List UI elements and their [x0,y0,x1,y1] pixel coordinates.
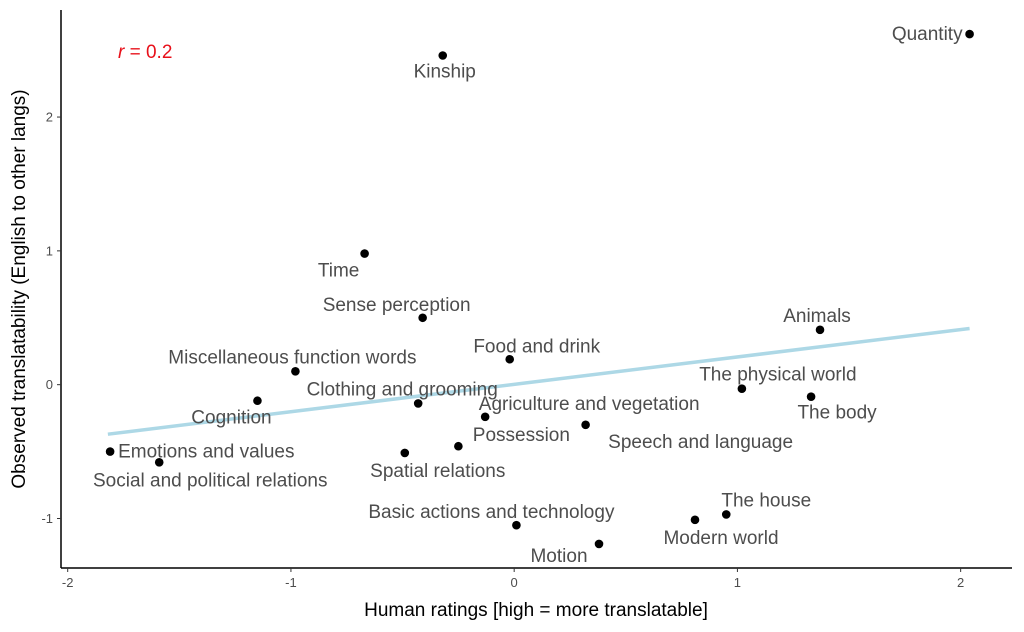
point-label: Food and drink [473,336,600,357]
point-label: Motion [530,546,587,567]
data-point [360,249,369,258]
data-point [512,520,521,530]
data-point [721,510,731,519]
point-label: Time [318,261,360,282]
y-tick-label: 1 [46,243,53,258]
data-point [806,392,816,402]
x-tick-label: 1 [734,575,741,590]
y-tick-label: 0 [46,377,53,392]
data-point [505,354,515,364]
trend-line [107,326,970,436]
data-point [737,384,747,393]
point-label: The body [797,403,877,424]
point-label: Possession [473,425,570,446]
data-point [154,457,164,467]
point-label: Agriculture and vegetation [479,394,700,415]
data-point [438,51,448,60]
point-label: Basic actions and technology [368,502,615,523]
data-point [418,313,427,323]
point-label: The house [721,490,811,511]
data-point [400,448,410,458]
data-point [581,420,590,430]
y-tick-label: 2 [46,110,53,125]
point-label: Cognition [191,408,271,429]
point-label: Social and political relations [93,470,327,491]
data-point [291,366,300,376]
x-tick-label: 0 [511,575,518,590]
data-point [815,325,825,335]
data-point [480,412,490,422]
x-tick-label: -1 [285,575,297,590]
x-tick-label: 2 [957,575,964,590]
point-label: Speech and language [608,432,793,453]
point-label: Modern world [663,528,778,549]
point-label: Animals [783,306,851,327]
point-label: Spatial relations [370,461,505,482]
annotation-r-var: r [118,42,125,63]
point-label: The physical world [699,365,856,386]
y-axis-title: Observed translatability (English to oth… [9,89,30,488]
data-point [454,441,463,451]
point-label: Sense perception [323,295,471,316]
data-point [105,447,115,456]
x-tick-label: -2 [62,575,74,590]
point-label: Clothing and grooming [307,379,498,400]
annotation-r: r = 0.2 [118,42,172,63]
data-point [965,29,974,39]
y-tick-label: -1 [41,511,53,526]
data-point [413,399,423,408]
annotation-r-value: = 0.2 [124,42,172,63]
point-label: Quantity [892,24,963,45]
data-point [253,396,262,406]
x-axis-title: Human ratings [high = more translatable] [364,600,708,621]
point-label: Miscellaneous function words [168,347,416,368]
point-label: Emotions and values [118,442,294,463]
data-point [594,539,604,549]
data-point [690,515,700,525]
point-label: Kinship [414,61,476,82]
